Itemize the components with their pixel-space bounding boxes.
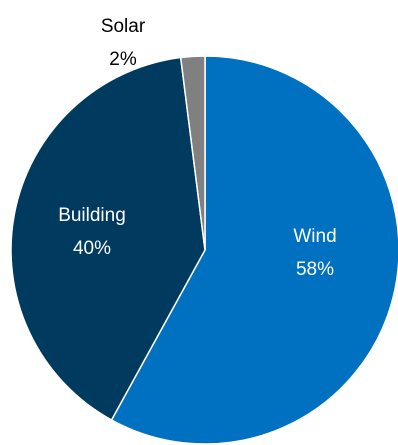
pie-slices [10, 55, 398, 445]
pie-labels: Wind 58% Building 40% Solar 2% [58, 16, 336, 280]
pie-slice-building [10, 56, 206, 422]
slice-percent-building: 40% [73, 238, 111, 259]
pie-slice-solar [179, 55, 206, 251]
pie-slice-wind [110, 55, 398, 445]
slice-percent-wind: 58% [296, 259, 334, 280]
slice-label-wind: Wind [293, 226, 336, 247]
slice-label-solar: Solar [101, 16, 146, 37]
slice-percent-solar: 2% [109, 49, 137, 70]
slice-label-building: Building [58, 205, 126, 226]
